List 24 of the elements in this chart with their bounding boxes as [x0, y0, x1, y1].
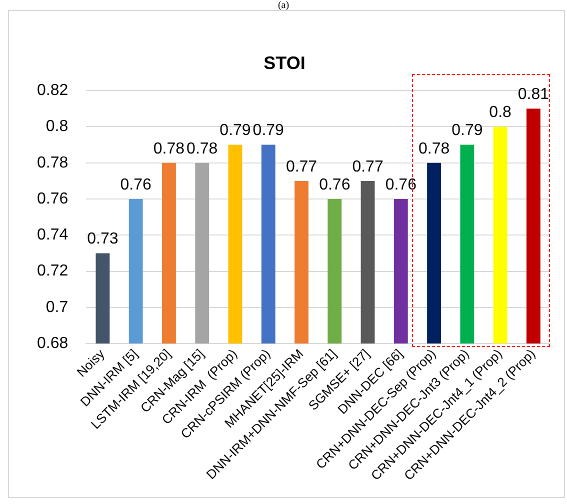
y-tick-label: 0.74: [37, 226, 68, 244]
data-label: 0.79: [252, 122, 284, 140]
y-tick-label: 0.7: [46, 298, 68, 316]
y-tick-label: 0.72: [37, 262, 68, 280]
data-label: 0.77: [352, 158, 384, 176]
data-label: 0.78: [186, 140, 218, 158]
data-label: 0.8: [489, 104, 512, 122]
data-label: 0.78: [418, 140, 450, 158]
data-label: 0.79: [220, 122, 251, 140]
data-label: 0.81: [518, 86, 550, 104]
y-tick-label: 0.68: [37, 334, 68, 352]
data-label: 0.76: [385, 176, 417, 194]
data-label: 0.78: [153, 140, 185, 158]
data-label: 0.76: [120, 176, 152, 194]
chart-title: STOI: [264, 52, 306, 73]
y-tick-label: 0.76: [37, 190, 68, 208]
y-tick-label: 0.8: [46, 118, 68, 136]
text: (a): [276, 0, 290, 11]
y-tick-label: 0.78: [37, 154, 68, 172]
data-label: 0.73: [87, 230, 118, 248]
data-label: 0.77: [286, 158, 318, 176]
data-label: 0.79: [452, 122, 483, 140]
data-label: 0.76: [319, 176, 350, 194]
y-tick-label: 0.82: [37, 82, 68, 100]
